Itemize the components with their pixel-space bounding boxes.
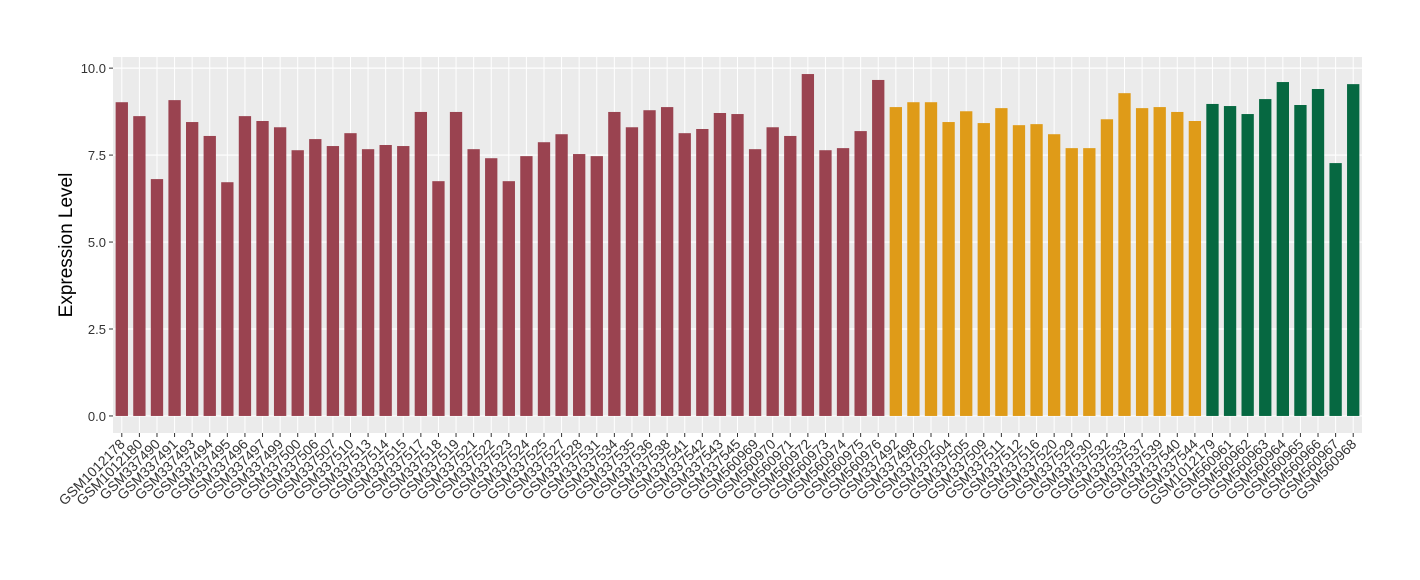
- bar: [326, 146, 340, 416]
- bar: [590, 156, 603, 416]
- bar: [449, 111, 463, 416]
- y-tick-label: 5.0: [88, 235, 106, 250]
- bar: [1311, 89, 1325, 416]
- y-tick-label: 7.5: [88, 148, 106, 163]
- y-tick-label: 2.5: [88, 322, 106, 337]
- bar: [608, 111, 621, 416]
- bar: [977, 123, 990, 416]
- bar: [1171, 111, 1184, 416]
- bar: [995, 108, 1008, 416]
- bar: [186, 122, 199, 416]
- bar: [1135, 108, 1149, 416]
- bar: [1100, 119, 1114, 416]
- bar: [291, 150, 304, 416]
- bar: [485, 158, 498, 416]
- bar: [748, 149, 762, 416]
- bar: [766, 127, 779, 416]
- bar: [203, 135, 216, 416]
- bar: [678, 133, 691, 416]
- bar: [115, 102, 128, 416]
- bar: [625, 127, 639, 416]
- bar: [660, 107, 674, 416]
- bar: [1259, 99, 1272, 416]
- bar: [836, 148, 850, 416]
- bar: [221, 182, 234, 416]
- bar: [1030, 124, 1043, 416]
- bar: [801, 74, 815, 416]
- bar: [361, 149, 375, 416]
- bar: [1065, 148, 1078, 416]
- bar: [907, 102, 920, 416]
- bar: [256, 121, 269, 416]
- bar: [819, 150, 832, 416]
- bar: [960, 111, 973, 416]
- bar: [555, 134, 568, 416]
- bar: [889, 107, 902, 416]
- bar: [502, 181, 515, 416]
- y-axis-title: Expression Level: [56, 173, 77, 318]
- bar: [309, 139, 322, 416]
- bar: [1223, 106, 1237, 416]
- bar: [273, 127, 287, 416]
- bar: [1294, 105, 1307, 416]
- bar: [784, 135, 797, 416]
- bar: [1012, 125, 1026, 416]
- bar: [1206, 103, 1219, 416]
- bar: [1347, 84, 1360, 416]
- bar: [432, 181, 445, 416]
- bar: [168, 100, 181, 416]
- bar: [924, 102, 938, 416]
- bar: [397, 146, 410, 416]
- bar: [1188, 121, 1202, 416]
- bar: [414, 111, 428, 416]
- bar: [854, 131, 867, 416]
- bar: [537, 142, 551, 416]
- bar: [713, 113, 727, 416]
- bar: [1241, 114, 1254, 416]
- bar: [1083, 148, 1096, 416]
- bar: [696, 129, 709, 416]
- bar: [150, 179, 164, 416]
- bar: [467, 149, 480, 416]
- bar: [379, 145, 392, 416]
- bar: [872, 79, 885, 416]
- bar: [1153, 107, 1166, 416]
- bar: [1118, 93, 1131, 416]
- bar: [1047, 134, 1061, 416]
- bar: [238, 116, 252, 416]
- bar: [731, 114, 744, 416]
- bar: [573, 154, 586, 416]
- bar: [1276, 82, 1289, 416]
- y-tick-label: 10.0: [81, 61, 106, 76]
- bar: [520, 156, 533, 416]
- bar: [1329, 163, 1342, 416]
- bar: [942, 122, 955, 416]
- bar: [344, 133, 357, 416]
- y-tick-label: 0.0: [88, 409, 106, 424]
- bar: [133, 116, 146, 416]
- bar: [643, 110, 656, 416]
